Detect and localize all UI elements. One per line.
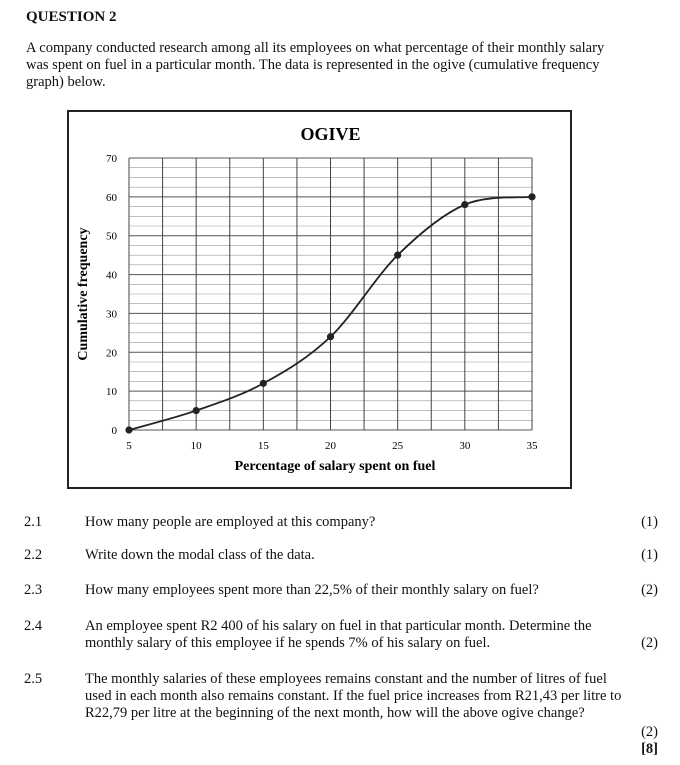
data-point xyxy=(461,201,469,209)
x-tick-label: 25 xyxy=(392,440,404,452)
y-tick-label: 10 xyxy=(106,386,118,398)
y-tick-label: 0 xyxy=(112,425,118,437)
x-tick-label: 15 xyxy=(258,440,270,452)
q2-marks: (1) xyxy=(641,547,658,563)
y-tick-label: 20 xyxy=(106,347,118,359)
q3-number: 2.3 xyxy=(24,582,43,598)
x-tick-label: 10 xyxy=(191,440,203,452)
y-tick-label: 30 xyxy=(106,308,118,320)
q3-marks: (2) xyxy=(641,582,658,598)
q3-text: How many employees spent more than 22,5%… xyxy=(85,582,539,598)
x-tick-label: 5 xyxy=(126,440,132,452)
data-point xyxy=(259,379,267,387)
y-axis-label: Cumulative frequency xyxy=(76,227,91,360)
x-tick-label: 30 xyxy=(459,440,471,452)
y-tick-label: 40 xyxy=(106,270,118,282)
x-tick-label: 35 xyxy=(527,440,539,452)
y-tick-label: 60 xyxy=(106,192,118,204)
y-tick-label: 70 xyxy=(106,153,118,165)
chart-title: OGIVE xyxy=(300,124,360,144)
q1-marks: (1) xyxy=(641,514,658,530)
data-point xyxy=(125,426,133,434)
q2-number: 2.2 xyxy=(24,547,43,563)
data-point xyxy=(192,406,200,415)
q2-text: Write down the modal class of the data. xyxy=(85,547,315,563)
question-heading: QUESTION 2 xyxy=(26,9,117,25)
q5-text: The monthly salaries of these employees … xyxy=(85,671,622,721)
x-axis-label: Percentage of salary spent on fuel xyxy=(235,459,436,474)
q5-marks: (2) xyxy=(641,724,658,740)
q1-text: How many people are employed at this com… xyxy=(85,514,376,530)
y-tick-label: 50 xyxy=(106,231,118,243)
q4-marks: (2) xyxy=(641,635,658,651)
q5-number: 2.5 xyxy=(24,671,43,687)
data-point xyxy=(528,193,536,201)
data-point xyxy=(394,251,402,259)
ogive-chart: OGIVE 5 10 15 20 25 30 35 0 10 20 30 40 50 60 70 Percent… xyxy=(67,110,572,489)
x-tick-label: 20 xyxy=(325,440,337,452)
total-marks: [8] xyxy=(641,741,658,757)
question-intro: A company conducted research among all i… xyxy=(26,40,605,90)
ogive-svg: OGIVE 5 10 15 20 25 30 35 0 10 20 30 40 50 60 70 Percent… xyxy=(76,124,539,474)
q4-number: 2.4 xyxy=(24,618,43,634)
q4-text: An employee spent R2 400 of his salary o… xyxy=(85,618,592,651)
data-point xyxy=(326,333,335,341)
q1-number: 2.1 xyxy=(24,514,43,530)
